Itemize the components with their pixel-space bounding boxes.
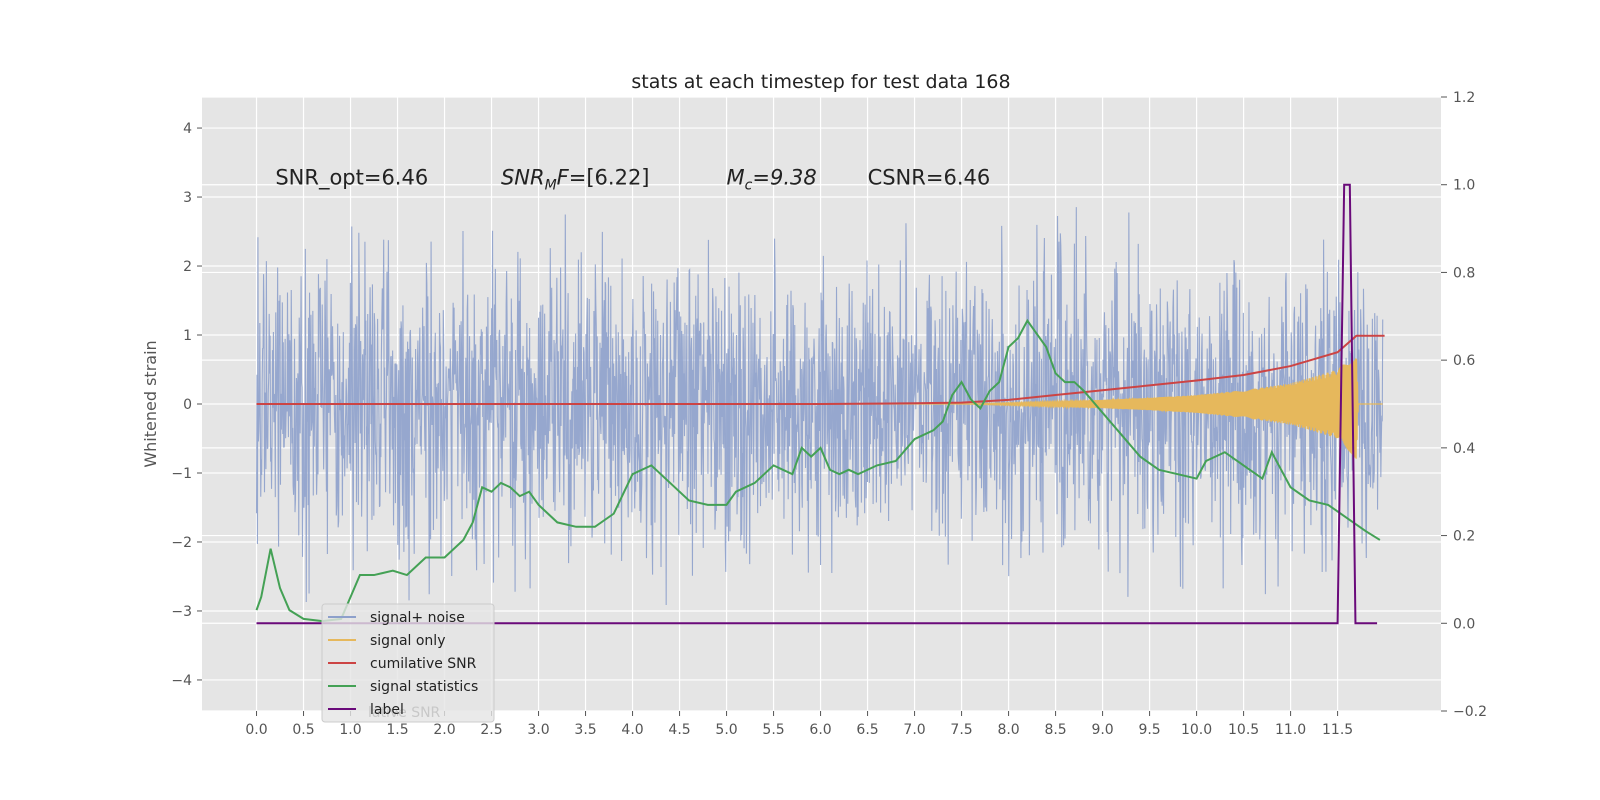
y2-tick-label: 0.8	[1453, 265, 1475, 281]
x-tick-label: 0.0	[245, 722, 267, 738]
y2-tick-label: 0.0	[1453, 616, 1475, 632]
legend-label: signal only	[370, 633, 445, 649]
x-tick-label: 6.5	[856, 722, 878, 738]
x-tick-label: 0.5	[292, 722, 314, 738]
legend-hidden-text: lative SNR	[368, 705, 441, 721]
x-tick-label: 1.5	[386, 722, 408, 738]
legend-label: cumilative SNR	[370, 656, 477, 672]
noise-line	[255, 207, 1384, 605]
y-tick-label: −2	[171, 535, 192, 551]
y-tick-label: 0	[183, 397, 192, 413]
x-tick-label: 10.5	[1228, 722, 1259, 738]
annotation-2: Mc=9.38	[727, 165, 817, 193]
x-tick-label: 9.5	[1138, 722, 1160, 738]
x-tick-label: 7.0	[903, 722, 925, 738]
x-tick-label: 8.5	[1044, 722, 1066, 738]
y2-tick-label: 1.0	[1453, 178, 1475, 194]
y2-tick-label: 0.2	[1453, 529, 1475, 545]
legend-box	[321, 603, 495, 723]
x-tick-label: 5.5	[762, 722, 784, 738]
x-tick-label: 3.0	[527, 722, 549, 738]
y2-tick-label: 0.6	[1453, 353, 1475, 369]
annotation-0: SNR_opt=6.46	[275, 165, 428, 190]
chart-title: stats at each timestep for test data 168	[631, 71, 1010, 93]
legend-label: signal+ noise	[370, 610, 465, 626]
x-tick-label: 9.0	[1091, 722, 1113, 738]
legend: lative SNR signal+ noise signal only cumila…	[321, 603, 495, 723]
x-tick-label: 2.5	[480, 722, 502, 738]
series-line-4	[256, 183, 1378, 625]
y-tick-label: 3	[183, 190, 192, 206]
x-tick-label: 10.0	[1181, 722, 1212, 738]
x-tick-label: 11.5	[1322, 722, 1353, 738]
y-tick-label: −4	[171, 673, 192, 689]
x-tick-label: 7.5	[950, 722, 972, 738]
y-tick-label: −3	[171, 604, 192, 620]
y-tick-label: 1	[183, 328, 192, 344]
series-line-3	[255, 318, 1381, 623]
legend-label: label	[370, 702, 404, 718]
signal-noise-series	[255, 207, 1384, 605]
line-series	[255, 183, 1385, 625]
annotation-3: CSNR=6.46	[868, 165, 991, 189]
y-tick-label: 4	[183, 121, 192, 137]
y2-tick-label: 0.4	[1453, 441, 1475, 457]
y-axis-ticks: 4 3 2 1 0 −1 −2 −3 −4	[171, 121, 202, 689]
x-tick-label: 2.0	[433, 722, 455, 738]
legend-label: signal statistics	[370, 679, 478, 695]
x-tick-label: 8.0	[997, 722, 1019, 738]
y-tick-label: 2	[183, 259, 192, 275]
y-tick-label: −1	[171, 466, 192, 482]
x-tick-label: 4.5	[668, 722, 690, 738]
x-tick-label: 11.0	[1275, 722, 1306, 738]
x-tick-label: 1.0	[339, 722, 361, 738]
y-axis-label: Whitened strain	[141, 340, 160, 467]
x-tick-label: 6.0	[809, 722, 831, 738]
x-tick-label: 3.5	[574, 722, 596, 738]
annotation-1: SNRMF=[6.22]	[501, 165, 650, 193]
x-tick-label: 5.0	[715, 722, 737, 738]
y2-axis-ticks: 1.2 1.0 0.8 0.6 0.4 0.2 0.0 −0.2	[1441, 90, 1487, 720]
annotations: SNR_opt=6.46 SNRMF=[6.22] Mc=9.38 CSNR=6.46	[275, 165, 990, 193]
y2-tick-label: 1.2	[1453, 90, 1475, 106]
y2-tick-label: −0.2	[1453, 704, 1487, 720]
series-line-2	[256, 334, 1385, 405]
x-axis-ticks: 0.0 0.5 1.0 1.5 2.0 2.5 3.0 3.5 4.0 4.5 5.0 5.5 6.0 6…	[245, 711, 1353, 738]
x-tick-label: 4.0	[621, 722, 643, 738]
